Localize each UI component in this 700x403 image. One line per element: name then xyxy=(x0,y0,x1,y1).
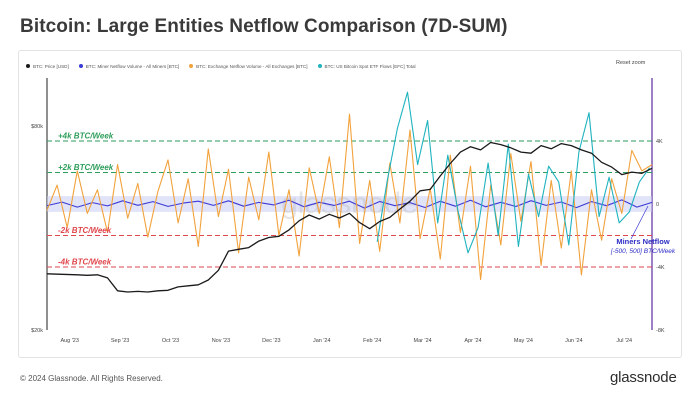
legend-label-exchange: BTC: Exchange Netflow Volume - All Excha… xyxy=(196,63,308,69)
x-tick-label: Jun '24 xyxy=(565,338,583,344)
x-tick-label: Jul '24 xyxy=(616,338,632,344)
legend-item-exchange[interactable]: BTC: Exchange Netflow Volume - All Excha… xyxy=(189,63,308,69)
x-tick-label: Dec '23 xyxy=(262,338,280,344)
watermark: glassnode xyxy=(281,187,418,220)
reference-line-label: +2k BTC/Week xyxy=(58,163,114,172)
reference-line-label: -2k BTC/Week xyxy=(58,226,112,235)
reference-line-label: -4k BTC/Week xyxy=(58,258,112,267)
reference-line-label: +4k BTC/Week xyxy=(58,132,114,141)
legend-swatch-etf xyxy=(317,64,322,68)
y-right-tick-label: -4K xyxy=(656,265,665,271)
y-right-tick-label: 4K xyxy=(656,139,663,145)
legend-swatch-exchange xyxy=(189,64,194,68)
x-tick-label: Feb '24 xyxy=(363,338,381,344)
series-line xyxy=(46,113,653,281)
legend-swatch-miner xyxy=(78,64,83,68)
x-tick-label: Aug '23 xyxy=(60,338,78,344)
legend-item-miner[interactable]: BTC: Miner Netflow Volume - All Miners [… xyxy=(78,63,180,69)
legend-label-price: BTC: Price [USD] xyxy=(33,63,69,69)
chart-annotation-layer: +4k BTC/Week +2k BTC/Week -2k BTC/Week -4k … xyxy=(58,132,676,267)
annotation-title: Miners Netflow xyxy=(616,237,670,246)
legend-item-price[interactable]: BTC: Price [USD] xyxy=(26,64,69,69)
chart-series-layer xyxy=(46,91,653,293)
annotation-subtitle: [-500, 500] BTC/Week xyxy=(610,248,676,255)
annotation-pointer xyxy=(630,205,649,240)
x-tick-label: Nov '23 xyxy=(212,338,230,344)
y-left-tick-label: $20k xyxy=(31,328,43,334)
brand-logo: glassnode xyxy=(610,369,677,386)
chart-legend: BTC: Price [USD] BTC: Miner Netflow Volu… xyxy=(26,60,416,72)
series-line xyxy=(46,141,653,293)
copyright-text: © 2024 Glassnode. All Rights Reserved. xyxy=(20,374,163,383)
y-right-tick-label: -8K xyxy=(656,328,665,334)
chart-title: Bitcoin: Large Entities Netflow Comparis… xyxy=(20,16,508,37)
x-tick-label: Oct '23 xyxy=(162,338,179,344)
x-tick-label: Mar '24 xyxy=(414,338,432,344)
series-line xyxy=(376,91,650,254)
y-left-tick-label: $80k xyxy=(31,124,43,130)
x-tick-label: Jan '24 xyxy=(313,338,331,344)
legend-swatch-price xyxy=(26,64,30,68)
legend-label-etf: BTC: US Bitcoin Spot ETF Flows [EFC] Tot… xyxy=(324,63,416,69)
y-right-tick-label: 0 xyxy=(656,202,659,208)
legend-label-miner: BTC: Miner Netflow Volume - All Miners [… xyxy=(85,63,180,69)
x-tick-label: May '24 xyxy=(514,338,533,344)
x-tick-label: Sep '23 xyxy=(111,338,129,344)
legend-item-etf[interactable]: BTC: US Bitcoin Spot ETF Flows [EFC] Tot… xyxy=(317,63,416,69)
reset-zoom-button[interactable]: Reset zoom xyxy=(616,60,646,66)
x-tick-label: Apr '24 xyxy=(464,338,481,344)
series-line xyxy=(46,199,653,209)
